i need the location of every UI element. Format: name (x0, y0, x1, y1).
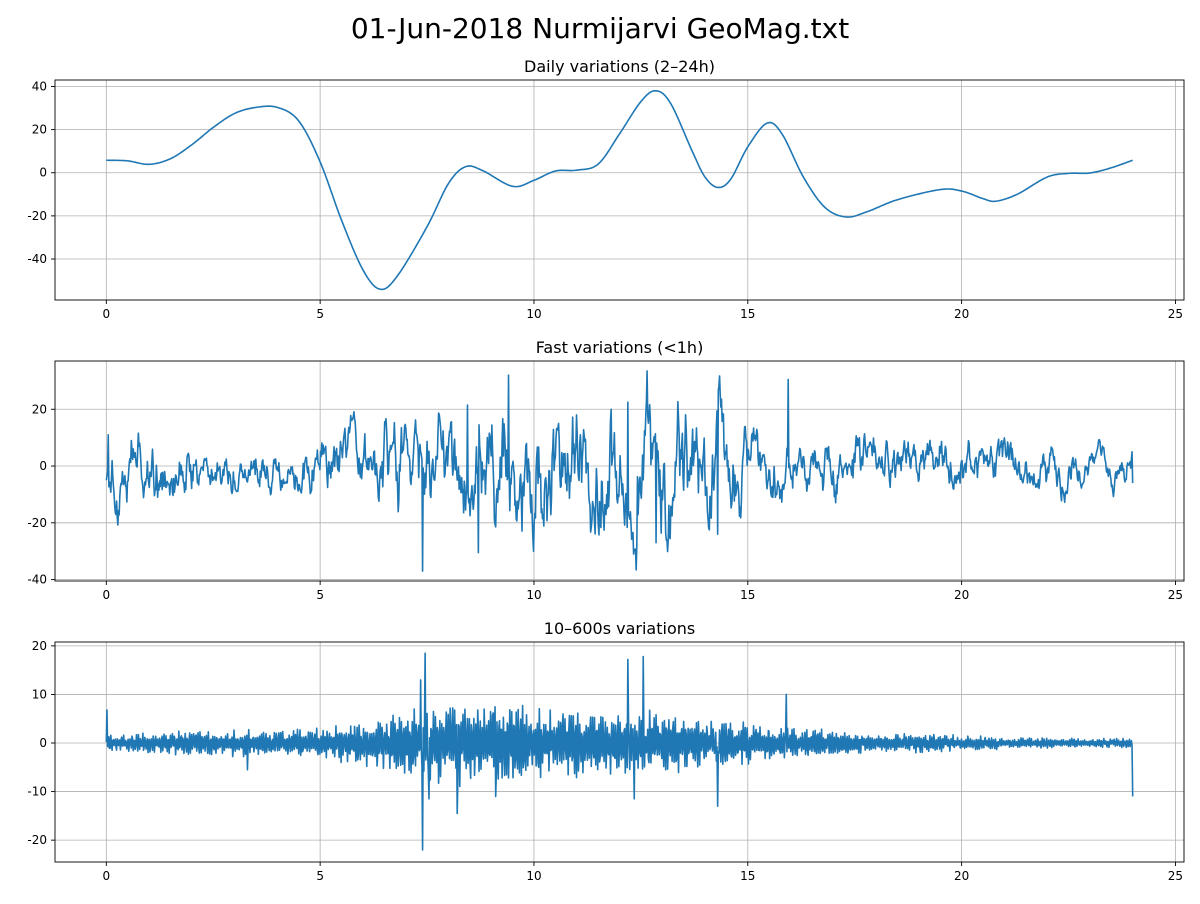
x-tick-label: 15 (740, 307, 755, 321)
y-tick-label: 0 (39, 459, 47, 473)
axes-frame (54, 360, 1185, 582)
figure-title: 01-Jun-2018 Nurmijarvi GeoMag.txt (350, 12, 850, 45)
y-tick-label: 0 (39, 736, 47, 750)
x-tick-label: 25 (1168, 588, 1183, 602)
y-tick-label: 20 (32, 402, 47, 416)
x-tick-label: 5 (316, 588, 324, 602)
subplot-title: Fast variations (<1h) (536, 338, 704, 357)
x-tick-label: 10 (526, 307, 541, 321)
y-tick-label: 20 (32, 123, 47, 137)
x-tick-label: 5 (316, 869, 324, 883)
subplot-title: 10–600s variations (544, 619, 695, 638)
y-tick-label: -20 (27, 516, 47, 530)
y-tick-label: 0 (39, 166, 47, 180)
y-tick-label: -20 (27, 833, 47, 847)
subplot-3: 0 5 10 15 20 25 -20 -10 0 10 20 10–600s variations (27, 619, 1185, 883)
axes-frame (54, 79, 1185, 301)
series-line (106, 89, 1133, 291)
axes-frame (54, 641, 1185, 863)
y-tick-label: -40 (27, 252, 47, 266)
x-tick-label: 25 (1168, 869, 1183, 883)
y-tick-label: -10 (27, 785, 47, 799)
x-tick-label: 15 (740, 869, 755, 883)
y-tick-label: -40 (27, 573, 47, 587)
subplot-title: Daily variations (2–24h) (524, 57, 715, 76)
x-tick-label: 20 (954, 588, 969, 602)
series-line (105, 652, 1134, 851)
y-tick-label: 20 (32, 639, 47, 653)
x-tick-label: 0 (102, 307, 110, 321)
x-tick-label: 25 (1168, 307, 1183, 321)
x-tick-label: 10 (526, 869, 541, 883)
subplot-2: 0 5 10 15 20 25 -40 -20 0 20 Fast variations (<1h) (27, 338, 1185, 602)
y-tick-label: -20 (27, 209, 47, 223)
x-tick-label: 20 (954, 307, 969, 321)
x-tick-label: 15 (740, 588, 755, 602)
y-tick-label: 40 (32, 79, 47, 93)
x-tick-label: 0 (102, 588, 110, 602)
x-tick-label: 0 (102, 869, 110, 883)
x-tick-label: 5 (316, 307, 324, 321)
y-tick-label: 10 (32, 687, 47, 701)
series-line (105, 370, 1134, 572)
x-tick-label: 20 (954, 869, 969, 883)
x-tick-label: 10 (526, 588, 541, 602)
subplot-1: 0 5 10 15 20 25 -40 -20 0 20 40 Daily variations (2… (27, 57, 1185, 321)
